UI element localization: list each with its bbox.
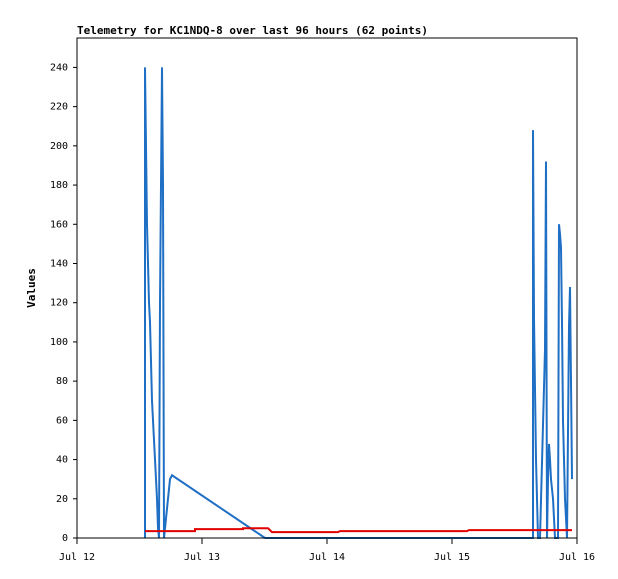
y-tick-label: 80 <box>56 376 68 387</box>
y-tick-label: 240 <box>50 62 68 73</box>
y-tick-label: 20 <box>56 494 68 505</box>
x-tick-label: Jul 15 <box>434 552 470 563</box>
y-tick-label: 140 <box>50 258 68 269</box>
y-tick-label: 100 <box>50 337 68 348</box>
chart-title: Telemetry for KC1NDQ-8 over last 96 hour… <box>77 24 428 37</box>
y-tick-label: 160 <box>50 219 68 230</box>
x-tick-label: Jul 14 <box>309 552 345 563</box>
y-tick-label: 60 <box>56 415 68 426</box>
y-tick-label: 40 <box>56 455 68 466</box>
x-tick-label: Jul 13 <box>184 552 220 563</box>
y-tick-label: 200 <box>50 141 68 152</box>
y-tick-label: 0 <box>62 533 68 544</box>
x-tick-label: Jul 12 <box>59 552 95 563</box>
series-line <box>145 527 572 534</box>
y-tick-label: 120 <box>50 298 68 309</box>
y-axis-label: Values <box>25 268 38 308</box>
y-tick-label: 180 <box>50 180 68 191</box>
x-tick-label: Jul 16 <box>559 552 595 563</box>
y-tick-label: 220 <box>50 102 68 113</box>
series-line <box>144 67 573 539</box>
